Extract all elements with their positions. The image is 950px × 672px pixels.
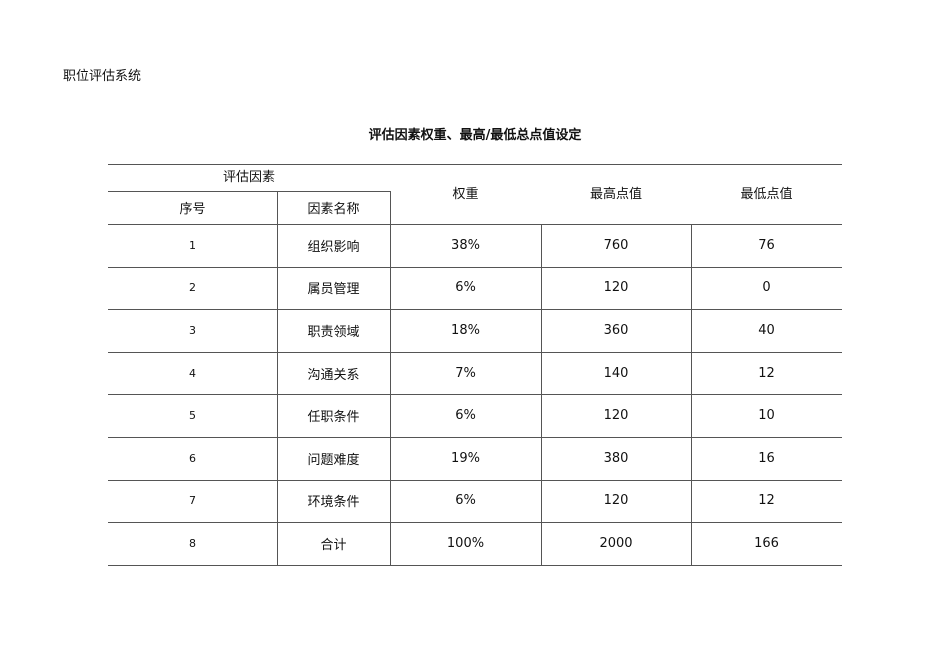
table-cell: 任职条件 (307, 410, 360, 426)
table-cell: 100% (446, 535, 485, 551)
table-cell: 4 (189, 366, 196, 380)
table-cell: 19% (451, 450, 480, 466)
column-header: 最低点值 (740, 187, 793, 202)
column-divider (277, 191, 278, 565)
row-rule (108, 352, 842, 353)
table-cell: 问题难度 (307, 452, 360, 468)
table-cell: 140 (603, 365, 629, 381)
table-cell: 7% (455, 365, 476, 381)
table-rule (108, 565, 842, 566)
table-rule (108, 164, 842, 165)
row-rule (108, 522, 842, 523)
table-cell: 38% (451, 237, 480, 253)
row-rule (108, 480, 842, 481)
table-cell: 16 (758, 450, 775, 466)
table-cell: 380 (603, 450, 629, 466)
table-cell: 76 (758, 237, 775, 253)
column-header: 权重 (452, 187, 479, 202)
row-rule (108, 224, 842, 225)
table-cell: 6% (455, 280, 476, 296)
table-cell: 12 (758, 493, 775, 509)
document-header: 职位评估系统 (63, 69, 142, 84)
table-cell: 6% (455, 493, 476, 509)
table-cell: 166 (754, 535, 779, 551)
table-cell: 环境条件 (307, 495, 360, 511)
column-header: 最高点值 (589, 187, 642, 202)
table-cell: 120 (603, 408, 629, 424)
table-cell: 7 (189, 494, 196, 508)
table-cell: 0 (762, 280, 771, 296)
table-cell: 6% (455, 408, 476, 424)
table-cell: 120 (603, 493, 629, 509)
table-cell: 18% (451, 322, 480, 338)
table-cell: 360 (603, 322, 629, 338)
table-cell: 2000 (599, 535, 633, 551)
table-cell: 12 (758, 365, 775, 381)
row-rule (108, 437, 842, 438)
table-cell: 5 (189, 409, 196, 423)
table-title: 评估因素权重、最高/最低总点值设定 (368, 128, 582, 143)
table-cell: 合计 (320, 537, 347, 553)
table-cell: 40 (758, 322, 775, 338)
table-cell: 120 (603, 280, 629, 296)
table-cell: 沟通关系 (307, 367, 360, 383)
table-cell: 760 (603, 237, 629, 253)
table-rule (108, 191, 390, 192)
column-header: 因素名称 (307, 202, 360, 217)
column-divider (390, 191, 391, 565)
table-cell: 10 (758, 408, 775, 424)
table-cell: 3 (189, 323, 196, 337)
row-rule (108, 267, 842, 268)
table-cell: 属员管理 (307, 282, 360, 298)
table-cell: 职责领域 (307, 324, 360, 340)
table-cell: 组织影响 (307, 239, 360, 255)
row-rule (108, 394, 842, 395)
row-rule (108, 309, 842, 310)
table-cell: 8 (189, 536, 196, 550)
table-cell: 6 (189, 451, 196, 465)
table-cell: 2 (189, 281, 196, 295)
group-header: 评估因素 (222, 169, 275, 185)
column-header: 序号 (179, 202, 206, 217)
table-cell: 1 (189, 238, 196, 252)
